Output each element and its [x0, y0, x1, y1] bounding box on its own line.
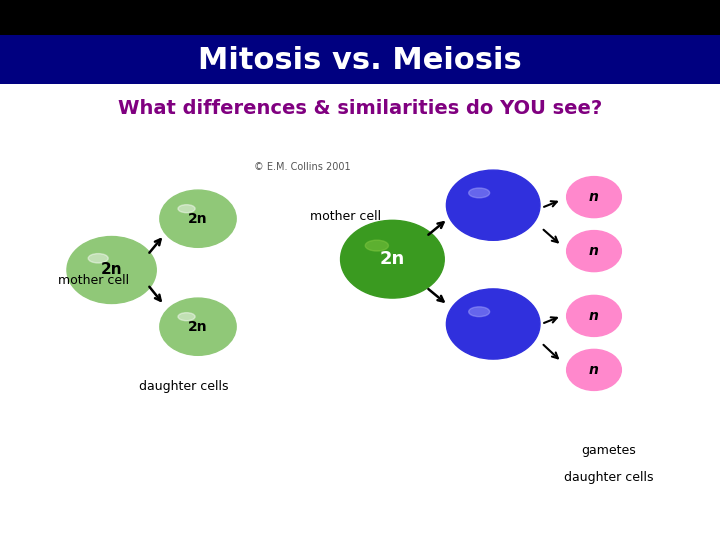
Text: n: n — [589, 190, 599, 204]
Ellipse shape — [89, 254, 108, 263]
Text: daughter cells: daughter cells — [139, 380, 228, 393]
Text: n: n — [589, 244, 599, 258]
FancyBboxPatch shape — [0, 35, 720, 84]
Text: © E.M. Collins 2001: © E.M. Collins 2001 — [254, 163, 351, 172]
Circle shape — [160, 298, 236, 355]
Text: 2n: 2n — [188, 320, 208, 334]
Text: n: n — [589, 309, 599, 323]
Text: Mitosis vs. Meiosis: Mitosis vs. Meiosis — [198, 46, 522, 75]
Circle shape — [567, 295, 621, 336]
Ellipse shape — [178, 205, 195, 213]
Text: 2n: 2n — [188, 212, 208, 226]
Circle shape — [567, 177, 621, 218]
Text: What differences & similarities do YOU see?: What differences & similarities do YOU s… — [118, 98, 602, 118]
Ellipse shape — [178, 313, 195, 321]
Ellipse shape — [469, 307, 490, 316]
Text: n: n — [589, 363, 599, 377]
Ellipse shape — [469, 188, 490, 198]
Text: 2n: 2n — [379, 250, 405, 268]
Text: 2n: 2n — [101, 262, 122, 278]
Circle shape — [446, 289, 540, 359]
Text: mother cell: mother cell — [58, 274, 129, 287]
Ellipse shape — [365, 240, 389, 251]
Circle shape — [567, 231, 621, 272]
Circle shape — [567, 349, 621, 390]
Circle shape — [160, 190, 236, 247]
Circle shape — [341, 220, 444, 298]
Circle shape — [446, 170, 540, 240]
FancyBboxPatch shape — [0, 0, 720, 35]
Text: mother cell: mother cell — [310, 210, 381, 222]
Text: daughter cells: daughter cells — [564, 471, 653, 484]
Circle shape — [67, 237, 156, 303]
Text: gametes: gametes — [581, 444, 636, 457]
